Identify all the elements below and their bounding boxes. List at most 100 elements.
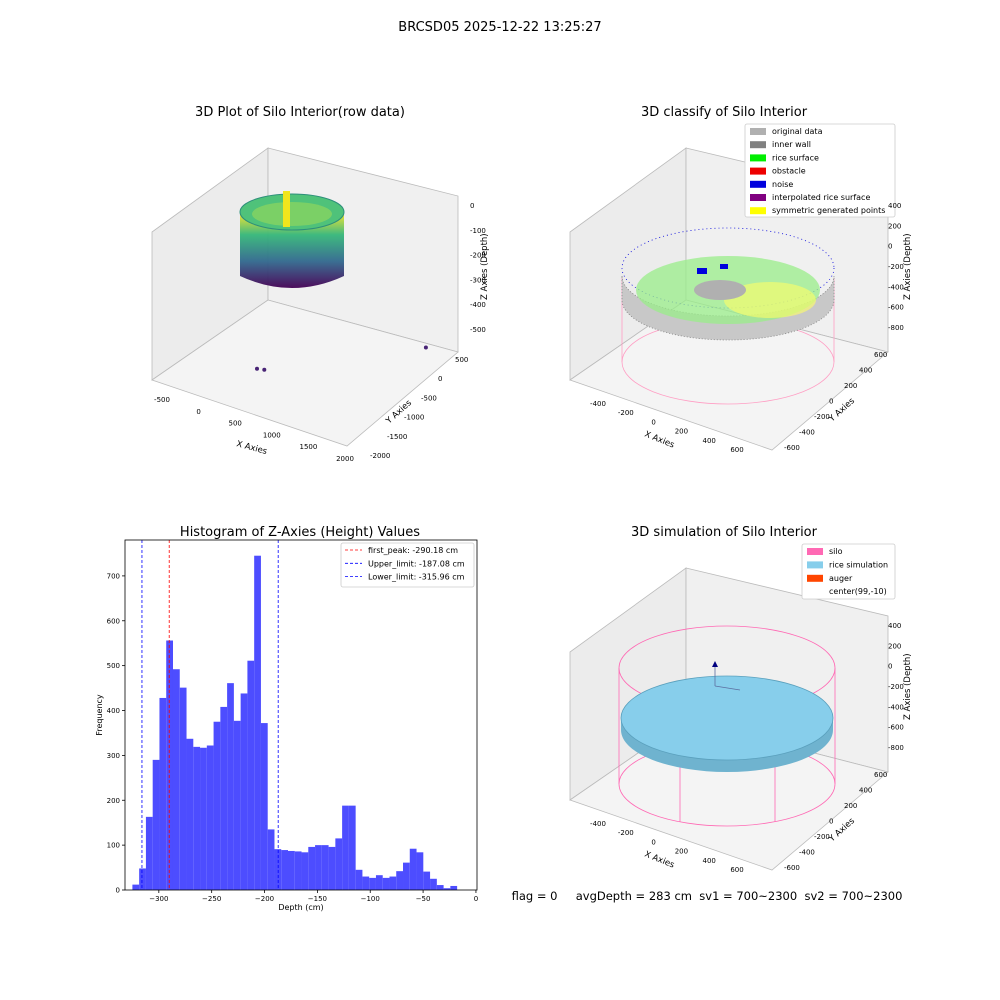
panel4-legend-frame — [801, 543, 896, 600]
panel4-legend-label: rice simulation — [829, 560, 888, 569]
histogram-bar — [436, 885, 444, 890]
panel2-y-tick-1: -400 — [799, 429, 815, 437]
panel4-legend-label: auger — [829, 574, 853, 583]
panel-simulation: 3D simulation of Silo Interior silo rice … — [569, 525, 913, 874]
panel3-legend: first_peak: -290.18 cm Upper_limit: -187.… — [340, 542, 475, 588]
histogram-bar — [389, 876, 397, 890]
panel2-wall-band — [621, 275, 835, 341]
panel4-x-tick-2: 0 — [651, 838, 655, 846]
panel4-x-tick-0: -400 — [590, 820, 606, 828]
histogram-bar — [321, 845, 329, 890]
histogram-bar — [416, 852, 424, 890]
histogram-bar — [301, 852, 309, 890]
histogram-bar — [288, 850, 295, 890]
histogram-legend-label: Upper_limit: -187.08 cm — [368, 559, 465, 568]
histogram-bar — [186, 738, 194, 890]
panel3-x-label: Depth (cm) — [278, 903, 323, 912]
panel1-title: 3D Plot of Silo Interior(row data) — [195, 105, 405, 120]
panel1-z-label: Z Axies (Depth) — [480, 233, 490, 300]
panel2-z-label: Z Axies (Depth) — [903, 233, 913, 300]
panel4-rice-top — [620, 675, 834, 761]
panel2-symmetric-points — [724, 282, 816, 318]
panel1-outlier-point — [262, 367, 267, 372]
panel4-x-tick-5: 600 — [730, 866, 743, 874]
histogram-y-tick: 300 — [107, 752, 120, 760]
histogram-bar — [375, 875, 383, 890]
panel2-legend-label: original data — [772, 127, 823, 136]
panel4-y-tick-2: -200 — [814, 833, 830, 841]
panel1-y-tick-3: -500 — [421, 394, 437, 402]
panel1-y-tick-1: -1500 — [387, 433, 407, 441]
panel2-legend-swatch — [750, 180, 766, 188]
panel2-legend-swatch — [750, 207, 766, 215]
panel1-y-tick-5: 500 — [455, 356, 468, 364]
histogram-x-tick: −200 — [255, 895, 274, 903]
panel4-z-tick-2: 0 — [888, 663, 892, 671]
histogram-bar — [227, 683, 234, 890]
panel4-z-tick-6: -800 — [888, 744, 904, 752]
histogram-x-tick: −50 — [416, 895, 431, 903]
histogram-bar — [315, 845, 322, 890]
panel2-x-label: X Axies — [643, 430, 676, 451]
panel1-outliers — [255, 345, 428, 372]
panel2-legend-label: noise — [772, 180, 793, 189]
panel1-cloud-inner — [252, 202, 332, 226]
panel4-x-tick-4: 400 — [703, 857, 716, 865]
histogram-bar — [254, 555, 261, 890]
panel3-bars — [132, 555, 458, 890]
panel2-legend-label: interpolated rice surface — [772, 193, 870, 202]
panel2-legend: original data inner wall rice surface obsta… — [744, 123, 896, 218]
panel1-x-label: X Axies — [235, 439, 268, 457]
panel4-center-marker — [712, 661, 718, 667]
panel1-floor — [151, 299, 459, 447]
histogram-bar — [220, 706, 228, 890]
histogram-y-tick: 400 — [107, 707, 120, 715]
panel3-y-ticks: 0 100 200 300 400 500 600 700 — [107, 572, 125, 895]
histogram-bar — [166, 640, 173, 890]
panel1-y-tick-0: -2000 — [370, 452, 390, 460]
panel1-z-tick-4: -400 — [470, 301, 486, 309]
panel-raw-data: 3D Plot of Silo Interior(row data) -5000… — [151, 105, 490, 463]
panel2-y-tick-5: 400 — [859, 367, 872, 375]
histogram-bar — [159, 697, 167, 890]
panel4-z-tick-3: -200 — [888, 683, 904, 691]
panel4-y-tick-5: 400 — [859, 787, 872, 795]
histogram-y-tick: 100 — [107, 842, 120, 850]
histogram-bar — [274, 849, 282, 890]
panel1-z-ticks: 0 -100 -200 -300 -400 -500 — [470, 202, 486, 334]
panel1-peak — [283, 191, 290, 227]
histogram-bar — [281, 850, 288, 890]
histogram-bar — [213, 721, 221, 890]
panel4-z-ticks: 400 200 0 -200 -400 -600 -800 — [888, 622, 904, 752]
histogram-y-tick: 500 — [107, 662, 120, 670]
panel4-z-tick-1: 200 — [888, 642, 901, 650]
panel3-legend-frame — [340, 542, 475, 588]
panel2-legend-label: obstacle — [772, 167, 806, 176]
panel4-x-ticks: -400 -200 0 200 400 600 — [590, 820, 744, 874]
histogram-bar — [132, 884, 140, 890]
histogram-bar — [362, 876, 370, 890]
panel2-x-tick-4: 400 — [703, 437, 716, 445]
panel2-title: 3D classify of Silo Interior — [641, 105, 808, 120]
panel3-y-label: Frequency — [95, 694, 104, 736]
panel4-legend-label: silo — [829, 547, 843, 556]
histogram-bar — [145, 816, 153, 890]
panel2-x-tick-1: -200 — [618, 409, 634, 417]
histogram-x-tick: −100 — [361, 895, 380, 903]
panel2-legend-label: inner wall — [772, 140, 811, 149]
histogram-bar — [233, 720, 241, 890]
panel1-z-tick-5: -500 — [470, 326, 486, 334]
panel2-z-tick-2: 0 — [888, 243, 892, 251]
panel1-x-tick-2: 500 — [229, 420, 242, 428]
panel3-vlines — [141, 540, 279, 890]
panel3-plot-frame — [124, 539, 478, 891]
panel2-y-tick-0: -600 — [784, 444, 800, 452]
panel4-x-tick-3: 200 — [675, 848, 688, 856]
panel2-legend-swatch — [750, 154, 766, 162]
panel3-x-ticks: −300 −250 −200 −150 −100 −50 0 — [149, 890, 478, 903]
histogram-bar — [179, 687, 187, 890]
panel4-rice-surface — [620, 675, 834, 772]
histogram-bar — [200, 747, 207, 890]
panel4-y-tick-3: 0 — [829, 818, 833, 826]
